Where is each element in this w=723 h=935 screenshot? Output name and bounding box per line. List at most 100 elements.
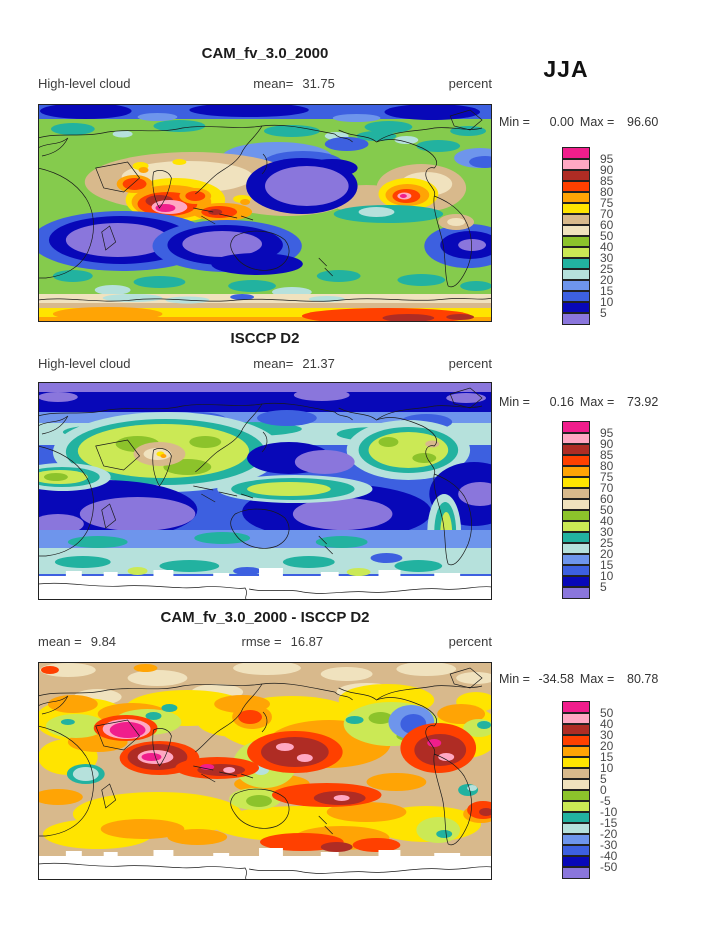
coastlines: [38, 387, 483, 566]
colorbar-box: [562, 257, 590, 270]
colorbar-tick: 30: [600, 251, 614, 265]
max-value: 73.92: [627, 395, 659, 409]
max-label: Max =: [579, 672, 615, 686]
colorbar-box: [562, 822, 590, 835]
panel3-rmse-stat: rmse = 16.87: [241, 634, 324, 649]
colorbar-tick: 75: [600, 196, 614, 210]
colorbar-tick: 20: [600, 739, 614, 753]
colorbar-tick: 5: [600, 306, 607, 320]
min-value: -34.58: [538, 672, 574, 686]
panel3-colorbar: 50 40 30 20 15 10 5 0 -5 -10 -15 -20 -30 -40 -50: [562, 701, 617, 879]
panel2-units-label: percent: [448, 356, 492, 371]
colorbar-box: [562, 531, 590, 544]
colorbar-tick: 90: [600, 437, 614, 451]
map-frame: [38, 104, 492, 322]
panel2-subtitle-row: High-level cloud mean= 21.37 percent: [38, 356, 492, 371]
panel2-title: ISCCP D2: [230, 330, 300, 347]
colorbar-box: [562, 800, 590, 813]
min-label: Min =: [499, 115, 530, 129]
colorbar-tick: 60: [600, 492, 614, 506]
colorbar-box: [562, 454, 590, 467]
colorbar-tick: -5: [600, 794, 611, 808]
max-value: 96.60: [627, 115, 659, 129]
panel1-title: CAM_fv_3.0_2000: [201, 45, 329, 62]
colorbar-tick: 10: [600, 761, 614, 775]
map-model: [38, 104, 492, 322]
panel1-minmax: Min = 0.00 Max = 96.60: [499, 115, 685, 129]
colorbar-box: [562, 487, 590, 500]
panel2-mean-stat: mean= 21.37: [253, 356, 335, 371]
colorbar-box: [562, 268, 590, 281]
colorbar-box: [562, 465, 590, 478]
colorbar-box: [562, 844, 590, 857]
colorbar-box: [562, 701, 590, 714]
colorbar-box: [562, 421, 590, 434]
colorbar-box: [562, 301, 590, 314]
map-frame: [38, 662, 492, 880]
colorbar-tick: 95: [600, 152, 614, 166]
colorbar-tick: -20: [600, 827, 618, 841]
colorbar-tick: 80: [600, 185, 614, 199]
colorbar-box: [562, 312, 590, 325]
map-observations-svg: [38, 382, 492, 600]
colorbar-box: [562, 734, 590, 747]
colorbar-box: [562, 202, 590, 215]
colorbar-box: [562, 498, 590, 511]
panel1-colorbar: 95 90 85 80 75 70 60 50 40 30 25 20 15 10 5: [562, 147, 613, 325]
colorbar-tick: 15: [600, 750, 614, 764]
colorbar-tick: 20: [600, 547, 614, 561]
colorbar-tick: 60: [600, 218, 614, 232]
colorbar-tick: 80: [600, 459, 614, 473]
colorbar-box: [562, 520, 590, 533]
colorbar-box: [562, 745, 590, 758]
colorbar-box: [562, 191, 590, 204]
colorbar-tick: 5: [600, 772, 607, 786]
coastlines: [38, 109, 483, 288]
colorbar-tick: 40: [600, 717, 614, 731]
colorbar-box: [562, 553, 590, 566]
colorbar-tick: 85: [600, 448, 614, 462]
colorbar-tick: 50: [600, 229, 614, 243]
colorbar-tick: -50: [600, 860, 618, 874]
colorbar-tick: 30: [600, 728, 614, 742]
min-label: Min =: [499, 672, 530, 686]
colorbar-box: [562, 767, 590, 780]
colorbar-tick: 90: [600, 163, 614, 177]
colorbar-box: [562, 811, 590, 824]
colorbar-tick: -10: [600, 805, 618, 819]
max-label: Max =: [579, 115, 615, 129]
colorbar-tick: -15: [600, 816, 618, 830]
colorbar-tick: 30: [600, 525, 614, 539]
colorbar-tick: 25: [600, 536, 614, 550]
season-label: JJA: [543, 56, 589, 82]
colorbar-box: [562, 246, 590, 259]
colorbar-tick: 25: [600, 262, 614, 276]
colorbar-tick: 10: [600, 569, 614, 583]
colorbar-tick: 50: [600, 706, 614, 720]
colorbar-tick: 50: [600, 503, 614, 517]
panel3-mean-stat: mean = 9.84: [38, 634, 117, 649]
map-difference-svg: [38, 662, 492, 880]
colorbar-tick: -40: [600, 849, 618, 863]
colorbar-box: [562, 723, 590, 736]
colorbar-box: [562, 476, 590, 489]
panel3-subtitle-row: mean = 9.84 rmse = 16.87 percent: [38, 634, 492, 649]
panel3-units-label: percent: [448, 634, 492, 649]
colorbar-tick: 20: [600, 273, 614, 287]
map-frame: [38, 382, 492, 600]
colorbar-box: [562, 279, 590, 292]
colorbar-box: [562, 509, 590, 522]
colorbar-box: [562, 443, 590, 456]
colorbar-tick: 40: [600, 240, 614, 254]
colorbar-tick: 15: [600, 284, 614, 298]
panel2-minmax: Min = 0.16 Max = 73.92: [499, 395, 685, 409]
colorbar-box: [562, 575, 590, 588]
colorbar-box: [562, 712, 590, 725]
colorbar-tick: -30: [600, 838, 618, 852]
colorbar-tick: 5: [600, 580, 607, 594]
panel2-variable-label: High-level cloud: [38, 356, 131, 371]
colorbar-box: [562, 855, 590, 868]
min-value: 0.00: [549, 115, 574, 129]
panel3-title: CAM_fv_3.0_2000 - ISCCP D2: [160, 609, 370, 626]
colorbar-tick: 85: [600, 174, 614, 188]
